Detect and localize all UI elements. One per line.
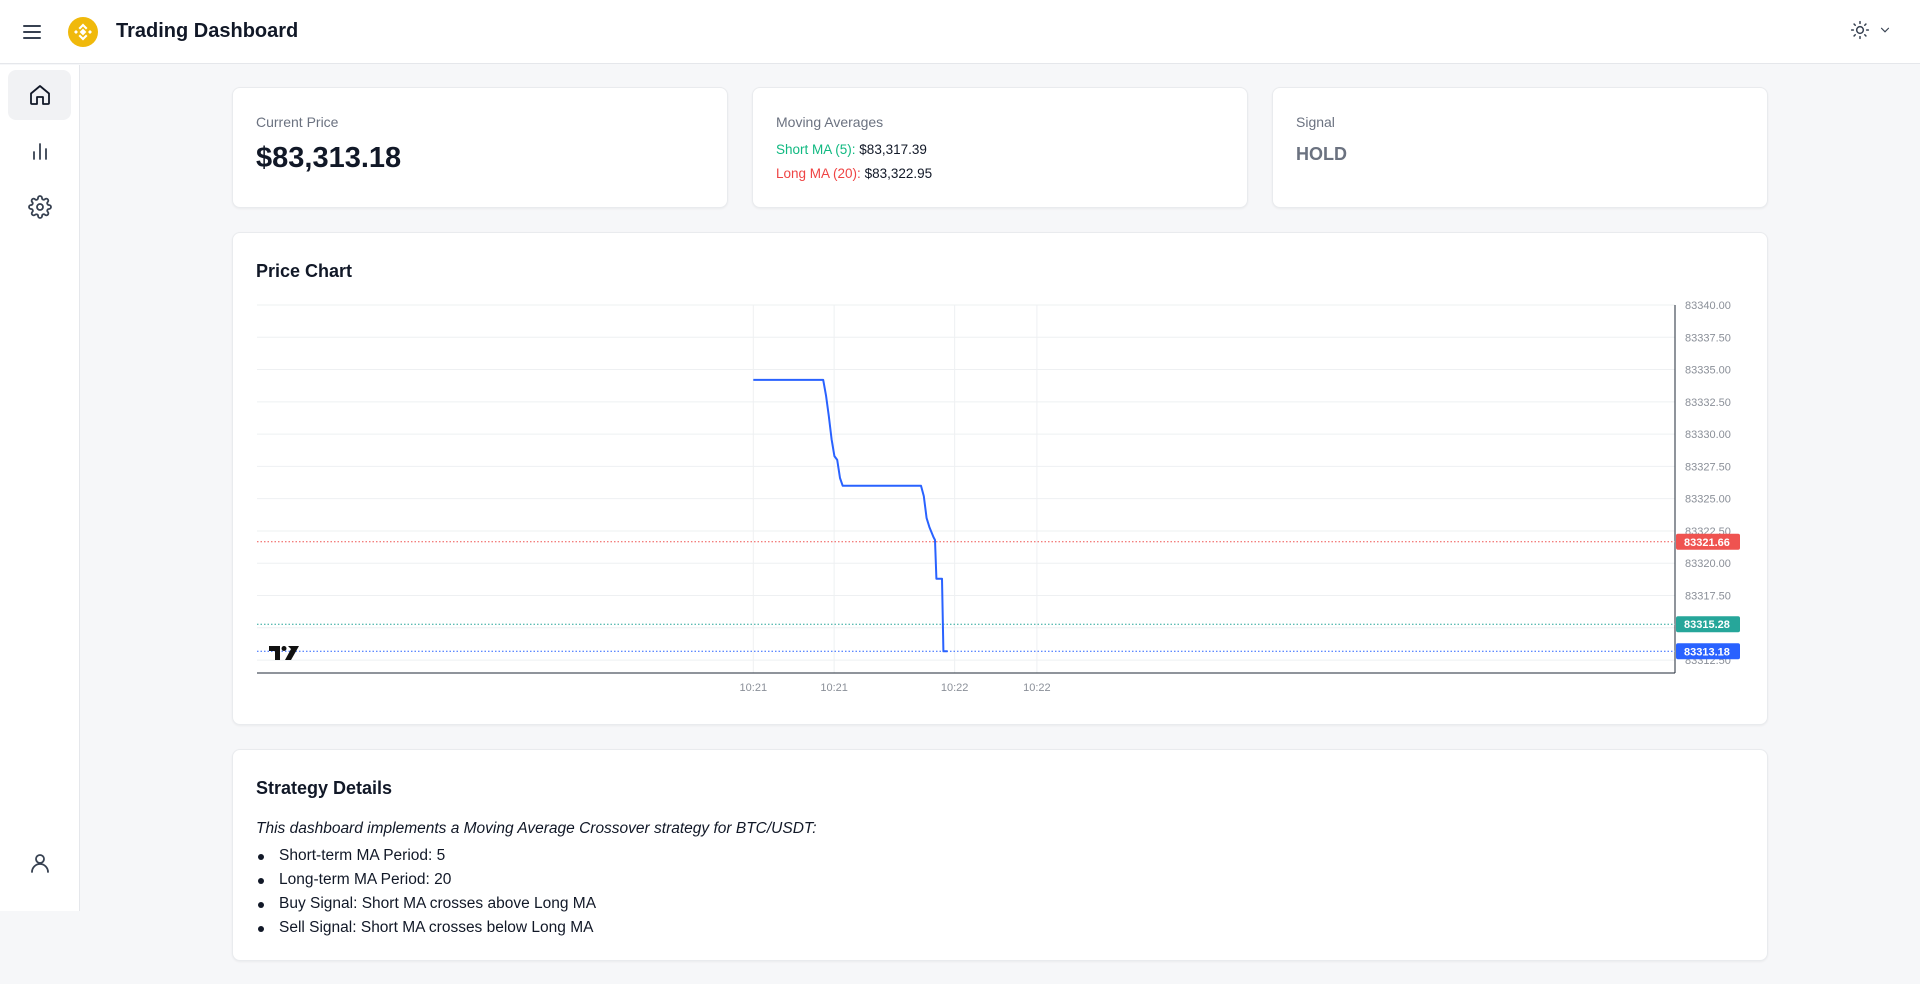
top-header: Trading Dashboard (0, 0, 1920, 64)
current-price-card: Current Price $83,313.18 (232, 87, 728, 208)
bar-chart-icon (32, 143, 47, 160)
theme-toggle-button[interactable] (1850, 18, 1892, 46)
y-tick-label: 83330.00 (1685, 429, 1731, 441)
sidebar (0, 65, 80, 911)
chevron-down-icon (1878, 23, 1892, 42)
price-chart-card: Price Chart 83340.00 83337.50 83335.00 8333… (232, 232, 1768, 725)
list-item: Buy Signal: Short MA crosses above Long … (256, 892, 596, 916)
list-item: Long-term MA Period: 20 (256, 868, 596, 892)
signal-label: Signal (1296, 114, 1335, 130)
x-tick-label: 10:21 (740, 682, 768, 694)
price-line-tag (1676, 643, 1740, 660)
home-icon (29, 85, 50, 105)
sidebar-item-profile[interactable] (8, 838, 71, 888)
price-chart[interactable]: 83340.00 83337.50 83335.00 83332.50 83330.00… (233, 233, 1769, 726)
x-tick-label: 10:21 (820, 682, 848, 694)
price-line-label: 83313.18 (1684, 646, 1730, 658)
price-series-line (753, 378, 948, 653)
y-tick-label: 83335.00 (1685, 365, 1731, 377)
sidebar-item-home[interactable] (8, 70, 71, 120)
sun-icon (1850, 20, 1870, 45)
strategy-title: Strategy Details (256, 778, 393, 798)
long-ma-value: $83,322.95 (864, 166, 933, 181)
short-ma-value: $83,317.39 (859, 142, 927, 157)
short-ma-row: Short MA (5): $83,317.39 (776, 142, 927, 157)
price-line-label: 83321.66 (1684, 537, 1730, 549)
current-price-label: Current Price (256, 114, 339, 130)
long-ma-row: Long MA (20): $83,322.95 (776, 166, 932, 181)
sidebar-item-settings[interactable] (8, 182, 71, 232)
price-chart-title: Price Chart (256, 261, 353, 281)
hamburger-menu-icon[interactable] (20, 20, 44, 44)
signal-value: HOLD (1296, 144, 1347, 164)
strategy-details-card: Strategy Details This dashboard implemen… (232, 749, 1768, 961)
signal-card: Signal HOLD (1272, 87, 1768, 208)
sidebar-item-analytics[interactable] (8, 126, 71, 176)
strategy-intro: This dashboard implements a Moving Avera… (256, 820, 817, 837)
y-tick-label: 83340.00 (1685, 300, 1731, 312)
app-title: Trading Dashboard (116, 20, 299, 42)
binance-logo-icon (68, 17, 98, 47)
user-icon (30, 854, 49, 873)
list-item: Short-term MA Period: 5 (256, 844, 596, 868)
y-tick-label: 83327.50 (1685, 461, 1731, 473)
y-tick-label: 83325.00 (1685, 494, 1731, 506)
moving-averages-card: Moving Averages Short MA (5): $83,317.39… (752, 87, 1248, 208)
y-tick-label: 83317.50 (1685, 591, 1731, 603)
x-tick-label: 10:22 (1023, 682, 1051, 694)
tradingview-logo-icon (269, 646, 299, 660)
short-ma-label: Short MA (5): (776, 142, 856, 157)
y-tick-label: 83332.50 (1685, 397, 1731, 409)
moving-averages-label: Moving Averages (776, 114, 884, 130)
price-line-label: 83315.28 (1684, 619, 1730, 631)
y-tick-label: 83320.00 (1685, 558, 1731, 570)
x-tick-label: 10:22 (941, 682, 969, 694)
long-ma-label: Long MA (20): (776, 166, 861, 181)
strategy-list: Short-term MA Period: 5 Long-term MA Per… (256, 844, 596, 940)
gear-icon (27, 195, 52, 219)
y-tick-label: 83337.50 (1685, 332, 1731, 344)
price-line-tag (1676, 533, 1740, 550)
list-item: Sell Signal: Short MA crosses below Long… (256, 916, 596, 940)
current-price-value: $83,313.18 (256, 142, 402, 174)
price-line-tag (1676, 616, 1740, 633)
